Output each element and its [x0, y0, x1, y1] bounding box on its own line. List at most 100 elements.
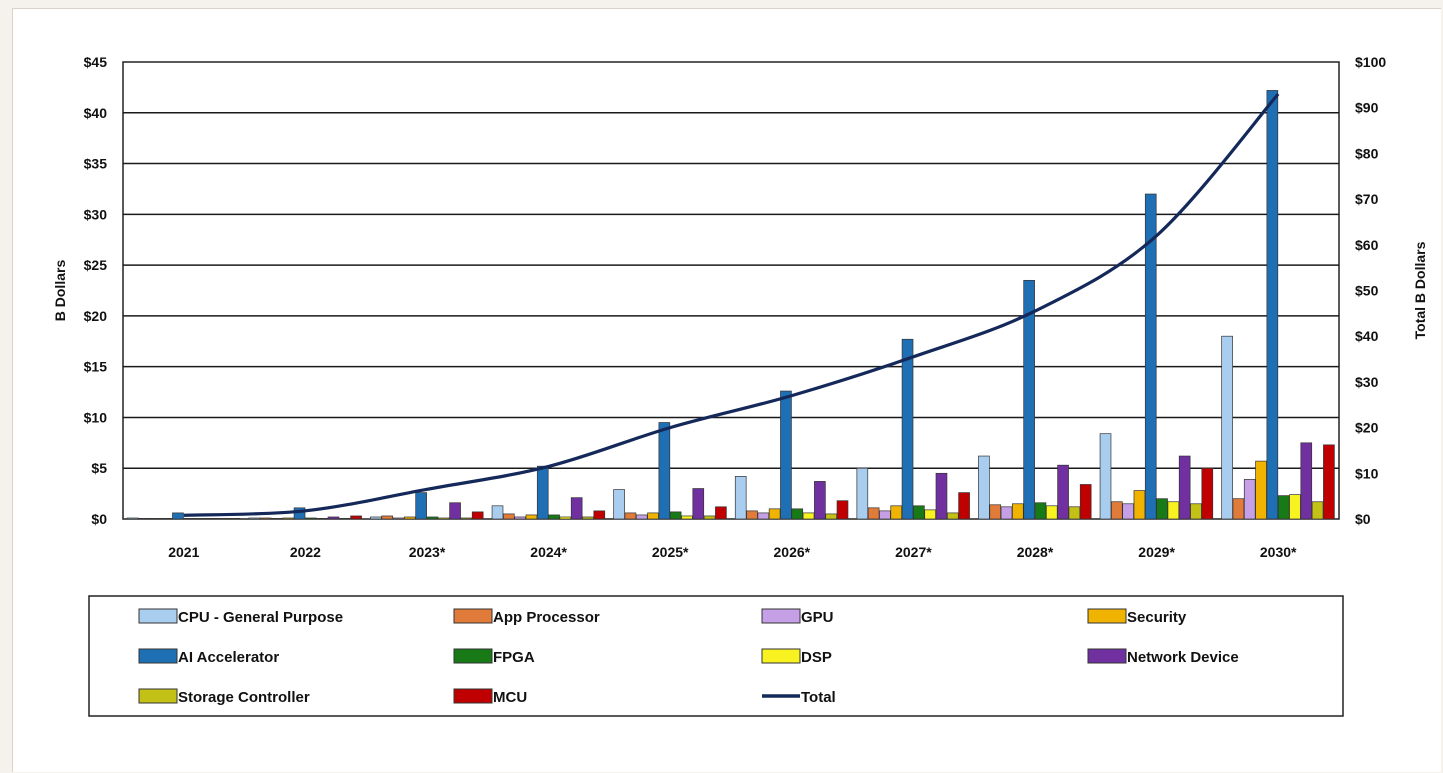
bar-security-2022: [282, 517, 295, 520]
bar-dsp-2025: [681, 515, 693, 520]
chart: $0 $5 $10 $15 $20 $25 $30 $35 $40 $45 $0 $10 $20 $30 $…: [52, 54, 1428, 717]
x-tick-label: 2029*: [1138, 544, 1175, 560]
bar-storage-controller-2023: [460, 517, 473, 520]
bar-fpga-2023: [426, 516, 439, 520]
legend-swatch-dsp: [761, 648, 801, 664]
legend-label-fpga: FPGA: [493, 649, 535, 666]
bar-network-device-2029: [1178, 455, 1191, 520]
x-tick-label: 2028*: [1017, 544, 1054, 560]
bar-network-device-2028: [1057, 464, 1069, 520]
bar-app-processor-2029: [1111, 501, 1123, 520]
bar-app-processor-2026: [746, 510, 758, 520]
x-tick-label: 2022: [290, 544, 321, 560]
bar-storage-controller-2029: [1190, 503, 1202, 520]
y-tick-label: $25: [84, 257, 108, 273]
bar-network-device-2022: [327, 516, 340, 520]
bar-storage-controller-2028: [1068, 506, 1081, 520]
legend-swatch-security: [1087, 608, 1127, 624]
bar-cpu-general-purpose-2029: [1099, 433, 1112, 520]
bar-ai-accelerator-2023: [415, 492, 427, 520]
bar-fpga-2022: [305, 517, 317, 520]
x-tick-label: 2021: [168, 544, 199, 560]
bar-cpu-general-purpose-2030: [1221, 335, 1233, 520]
bar-gpu-2023: [392, 517, 405, 520]
bar-dsp-2023: [437, 517, 450, 520]
bar-dsp-2024: [559, 516, 572, 520]
y-tick-label: $20: [84, 308, 108, 324]
legend-label-cpu-general-purpose: CPU - General Purpose: [178, 609, 343, 626]
chart-frame: $0 $5 $10 $15 $20 $25 $30 $35 $40 $45 $0 $10 $20 $30 $…: [12, 8, 1441, 772]
legend-swatch-ai-accelerator: [138, 648, 178, 664]
bar-app-processor-2025: [624, 512, 637, 520]
bar-network-device-2030: [1300, 442, 1313, 520]
bar-app-processor-2024: [503, 513, 515, 520]
y2-tick-label: $50: [1355, 283, 1379, 299]
bar-security-2030: [1255, 460, 1267, 520]
bar-network-device-2021: [206, 518, 218, 520]
y2-tick-label: $60: [1355, 237, 1379, 253]
bar-app-processor-2021: [138, 518, 150, 520]
bar-mcu-2023: [471, 511, 484, 520]
legend-swatch-network-device: [1087, 648, 1127, 664]
bar-gpu-2029: [1122, 503, 1134, 520]
legend-swatch-mcu: [453, 688, 493, 704]
bar-security-2027: [890, 505, 903, 520]
bar-dsp-2030: [1289, 494, 1301, 520]
bar-gpu-2027: [879, 510, 891, 520]
y2-tick-label: $40: [1355, 328, 1379, 344]
bar-fpga-2029: [1156, 498, 1168, 520]
bar-cpu-general-purpose-2023: [370, 516, 382, 520]
y-tick-label: $45: [84, 54, 108, 70]
bar-ai-accelerator-2030: [1266, 90, 1279, 520]
bar-dsp-2021: [194, 518, 207, 520]
bar-network-device-2026: [814, 481, 826, 520]
bar-security-2026: [768, 508, 781, 520]
bar-security-2024: [525, 514, 538, 520]
y2-axis-title: Total B Dollars: [1412, 241, 1428, 339]
legend-label-network-device: Network Device: [1127, 649, 1239, 666]
bar-fpga-2024: [548, 514, 560, 520]
legend-label-storage-controller: Storage Controller: [178, 689, 310, 706]
bar-dsp-2027: [924, 509, 936, 520]
bar-storage-controller-2030: [1311, 501, 1324, 520]
bar-cpu-general-purpose-2022: [248, 517, 261, 520]
bar-security-2028: [1012, 503, 1024, 520]
bar-mcu-2025: [715, 506, 727, 520]
bar-gpu-2021: [149, 518, 162, 520]
bar-fpga-2021: [183, 518, 196, 520]
bar-gpu-2024: [514, 516, 526, 520]
bar-mcu-2030: [1323, 444, 1335, 520]
bar-dsp-2026: [802, 512, 815, 520]
bar-cpu-general-purpose-2025: [613, 489, 625, 520]
bar-storage-controller-2021: [217, 518, 229, 520]
y-tick-label: $5: [91, 460, 107, 476]
bar-fpga-2027: [913, 505, 925, 520]
bar-ai-accelerator-2024: [536, 465, 549, 520]
bar-mcu-2027: [958, 492, 970, 520]
bar-app-processor-2030: [1232, 498, 1245, 520]
bar-security-2029: [1133, 490, 1146, 520]
bar-mcu-2024: [593, 510, 606, 520]
bar-network-device-2024: [570, 497, 583, 520]
bar-mcu-2026: [836, 500, 849, 520]
legend-label-app-processor: App Processor: [493, 609, 600, 626]
legend-label-dsp: DSP: [801, 649, 832, 666]
y2-tick-label: $80: [1355, 145, 1379, 161]
legend-swatch-fpga: [453, 648, 493, 664]
bar-storage-controller-2022: [338, 518, 351, 520]
total-line: [183, 92, 1280, 517]
bar-fpga-2028: [1034, 502, 1047, 520]
y2-tick-label: $0: [1355, 511, 1371, 527]
bar-mcu-2021: [228, 518, 241, 520]
bar-gpu-2022: [271, 518, 283, 520]
y-tick-label: $40: [84, 105, 108, 121]
x-tick-label: 2027*: [895, 544, 932, 560]
bar-storage-controller-2026: [825, 513, 837, 520]
bar-storage-controller-2024: [582, 516, 594, 520]
bar-app-processor-2027: [867, 507, 880, 520]
bar-security-2023: [404, 516, 416, 520]
bar-dsp-2029: [1167, 501, 1180, 520]
bar-security-2021: [160, 518, 173, 520]
bar-app-processor-2023: [381, 515, 394, 520]
bar-security-2025: [647, 512, 659, 520]
